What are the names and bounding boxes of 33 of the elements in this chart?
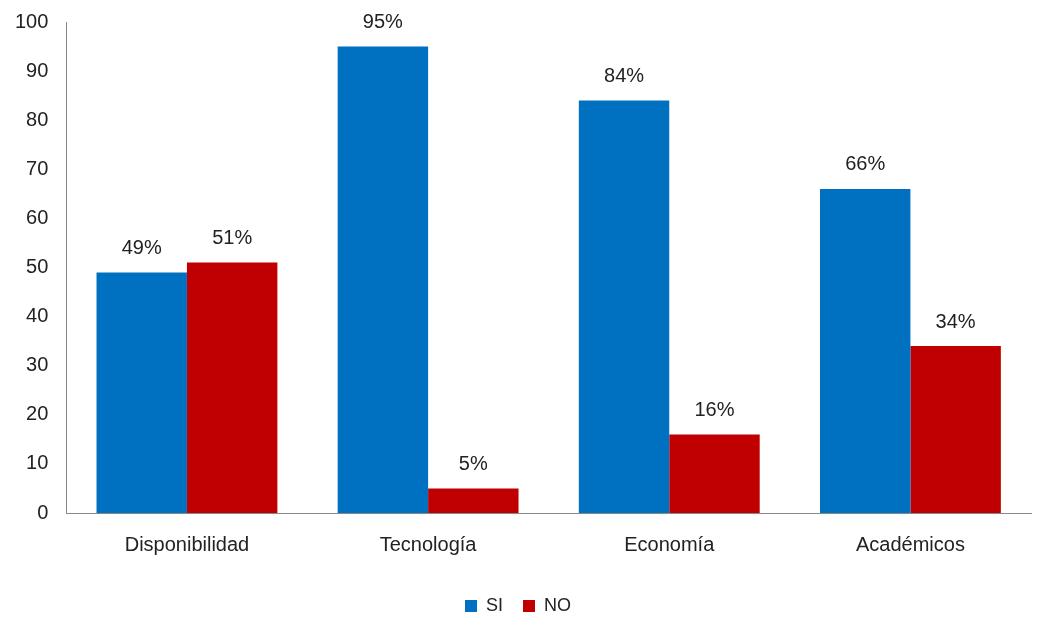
bar [578,100,670,513]
y-tick-label: 10 [26,451,49,474]
y-tick-label: 60 [26,205,49,228]
data-label: 84% [604,64,645,87]
bar [337,46,429,513]
data-label: 5% [458,451,488,474]
y-tick-label: 0 [37,500,49,523]
x-tick-label: Disponibilidad [124,532,250,555]
y-tick-label: 70 [26,156,49,179]
bar [819,188,911,513]
y-tick-label: 90 [26,58,49,81]
bar [428,488,519,513]
y-tick-label: 40 [26,304,49,327]
data-label: 66% [845,152,886,175]
y-tick-label: 20 [26,402,49,425]
x-tick-label: Economía [624,532,716,555]
y-tick-label: 80 [26,107,49,130]
data-label: 95% [362,10,404,33]
bar [96,272,187,513]
data-label: 34% [935,309,976,332]
y-tick-label: 50 [26,255,49,278]
bar [669,434,760,513]
x-tick-label: Tecnología [379,532,478,555]
bar [910,346,1001,513]
legend-label: SI [486,594,504,615]
x-tick-label: Académicos [855,532,965,555]
legend-label: NO [544,594,571,615]
data-label: 51% [212,226,253,249]
data-label: 49% [121,235,162,258]
data-label: 16% [694,397,735,420]
y-tick-label: 30 [26,353,49,376]
y-tick-label: 100 [14,9,49,32]
bar [186,262,278,513]
